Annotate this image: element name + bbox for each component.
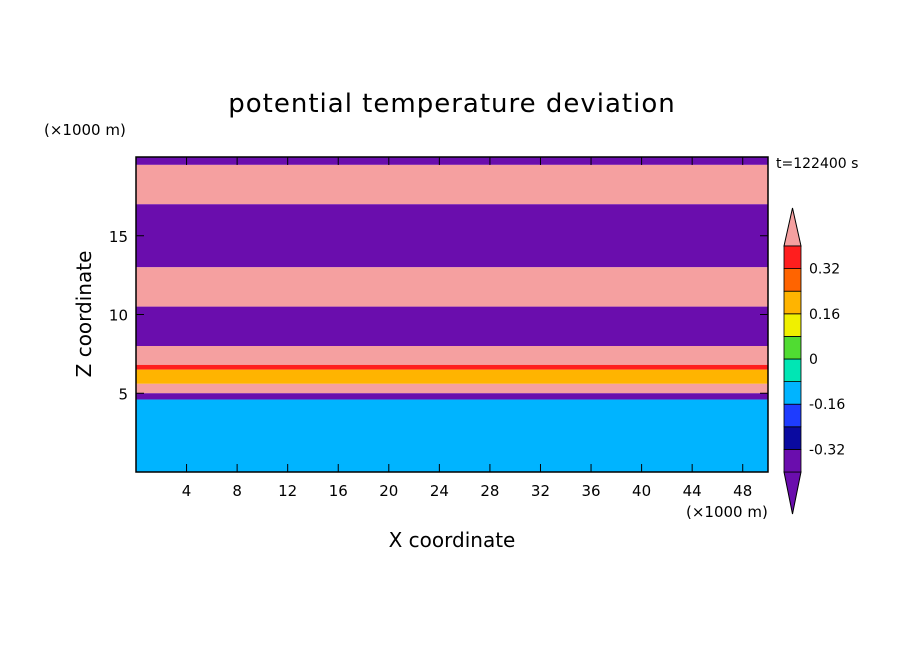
colorbar-swatch bbox=[783, 335, 802, 360]
chart-title: potential temperature deviation bbox=[228, 89, 675, 119]
colorbar: 0.32 0.16 0 -0.16 -0.32 bbox=[783, 207, 845, 515]
x-tick-label: 20 bbox=[379, 482, 398, 500]
colorbar-swatch bbox=[783, 381, 802, 405]
colorbar-tick-label: 0.32 bbox=[809, 262, 840, 278]
contour-band bbox=[136, 383, 768, 394]
contour-band bbox=[136, 346, 768, 365]
y-axis-label: Z coordinate bbox=[72, 251, 96, 378]
x-tick-label: 28 bbox=[480, 482, 499, 500]
contour-band bbox=[136, 369, 768, 384]
contour-band bbox=[136, 393, 768, 400]
colorbar-swatch bbox=[783, 358, 802, 383]
x-tick-label: 12 bbox=[278, 482, 297, 500]
x-unit-label: (×1000 m) bbox=[686, 503, 768, 521]
time-label: t=122400 s bbox=[776, 156, 858, 172]
contour-band bbox=[136, 399, 768, 472]
colorbar-swatch bbox=[783, 245, 802, 270]
x-axis-label: X coordinate bbox=[389, 528, 516, 552]
contour-band bbox=[136, 364, 768, 370]
colorbar-tick-label: 0.16 bbox=[809, 307, 840, 323]
x-tick-label: 4 bbox=[182, 482, 192, 500]
y-tick-label: 15 bbox=[109, 228, 128, 246]
colorbar-tick-label: 0 bbox=[809, 352, 818, 368]
x-axis-ticks: 4 8 12 16 20 24 28 32 36 40 44 48 bbox=[182, 157, 752, 500]
x-tick-label: 32 bbox=[531, 482, 550, 500]
contour-band bbox=[136, 267, 768, 307]
colorbar-swatch bbox=[783, 426, 802, 450]
colorbar-swatch bbox=[783, 313, 802, 337]
x-tick-label: 44 bbox=[683, 482, 702, 500]
colorbar-tick-label: -0.16 bbox=[809, 397, 845, 413]
x-tick-label: 8 bbox=[232, 482, 242, 500]
colorbar-swatch bbox=[783, 403, 802, 428]
colorbar-swatch bbox=[783, 268, 802, 292]
contour-band bbox=[136, 204, 768, 268]
x-tick-label: 24 bbox=[430, 482, 449, 500]
colorbar-extend-max bbox=[783, 207, 802, 247]
y-tick-label: 10 bbox=[109, 307, 128, 325]
x-tick-label: 40 bbox=[632, 482, 651, 500]
contour-band bbox=[136, 306, 768, 346]
colorbar-swatch bbox=[783, 448, 802, 473]
colorbar-swatch bbox=[783, 290, 802, 315]
y-tick-label: 5 bbox=[118, 385, 128, 403]
colorbar-extend-min bbox=[783, 471, 802, 515]
colorbar-tick-label: -0.32 bbox=[809, 442, 845, 458]
contour-band bbox=[136, 164, 768, 205]
contour-band bbox=[136, 157, 768, 165]
x-tick-label: 36 bbox=[581, 482, 600, 500]
x-tick-label: 48 bbox=[733, 482, 752, 500]
x-tick-label: 16 bbox=[329, 482, 348, 500]
contour-field bbox=[136, 157, 768, 472]
y-unit-label: (×1000 m) bbox=[44, 121, 126, 139]
y-axis-ticks: 5 10 15 bbox=[109, 228, 768, 403]
